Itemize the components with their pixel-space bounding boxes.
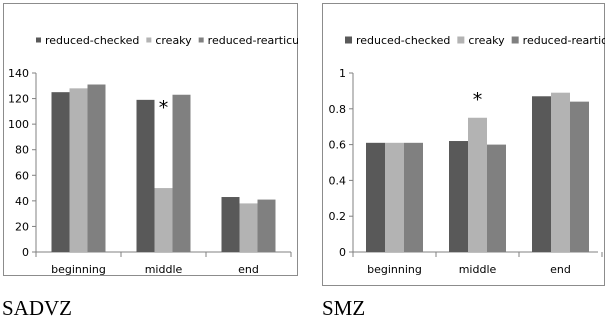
legend-swatch-0 bbox=[36, 37, 41, 43]
x-tick-label-2: end bbox=[238, 263, 259, 276]
bar-middle-2 bbox=[487, 144, 506, 252]
bar-beginning-2 bbox=[87, 84, 106, 252]
x-tick-label-1: middle bbox=[145, 263, 183, 276]
legend-label-1: creaky bbox=[155, 34, 192, 47]
bar-end-0 bbox=[221, 197, 240, 252]
x-tick-label-0: beginning bbox=[367, 263, 422, 276]
legend-swatch-1 bbox=[457, 36, 465, 44]
bar-beginning-1 bbox=[385, 142, 404, 252]
y-tick-label-4: 80 bbox=[15, 144, 29, 157]
y-tick-label-5: 100 bbox=[8, 118, 29, 131]
legend-label-0: reduced-checked bbox=[45, 34, 139, 47]
bar-middle-0 bbox=[136, 99, 155, 252]
legend-swatch-2 bbox=[511, 36, 519, 44]
legend-label-1: creaky bbox=[468, 34, 505, 47]
bar-middle-2 bbox=[172, 94, 191, 252]
bar-beginning-1 bbox=[69, 88, 88, 252]
bar-end-2 bbox=[570, 101, 589, 252]
y-tick-label-1: 0.2 bbox=[329, 210, 347, 223]
y-tick-label-1: 20 bbox=[15, 220, 29, 233]
x-tick-label-1: middle bbox=[459, 263, 497, 276]
bar-end-1 bbox=[551, 92, 570, 252]
x-tick-label-2: end bbox=[550, 263, 571, 276]
bar-chart-smz: reduced-checked creaky reduced-rearticulat… bbox=[329, 34, 606, 276]
bar-middle-1 bbox=[154, 188, 173, 252]
y-tick-label-2: 0.4 bbox=[329, 174, 347, 187]
bar-beginning-0 bbox=[366, 142, 385, 252]
bar-beginning-2 bbox=[404, 142, 423, 252]
y-tick-label-0: 0 bbox=[339, 246, 346, 259]
y-tick-label-2: 40 bbox=[15, 195, 29, 208]
y-tick-label-3: 0.6 bbox=[329, 139, 347, 152]
x-tick-label-0: beginning bbox=[51, 263, 106, 276]
y-tick-label-5: 1 bbox=[339, 67, 346, 80]
chart-caption-sadvz: SADVZ bbox=[2, 296, 73, 320]
bar-chart-sadvz: reduced-checked creaky reduced-rearticulat… bbox=[8, 34, 298, 276]
y-tick-label-6: 120 bbox=[8, 93, 29, 106]
bar-end-0 bbox=[532, 96, 551, 253]
legend-label-2: reduced-rearticulated bbox=[208, 34, 298, 47]
legend-label-0: reduced-checked bbox=[356, 34, 450, 47]
chart-caption-smz: SMZ bbox=[322, 296, 366, 320]
y-tick-label-0: 0 bbox=[22, 246, 29, 259]
legend-swatch-1 bbox=[146, 37, 152, 43]
legend-swatch-0 bbox=[345, 36, 352, 44]
y-tick-label-7: 140 bbox=[8, 67, 29, 80]
y-tick-label-3: 60 bbox=[15, 169, 29, 182]
bar-end-2 bbox=[257, 199, 276, 252]
bar-end-1 bbox=[239, 203, 258, 252]
significance-asterisk-0: * bbox=[159, 97, 169, 119]
bar-beginning-0 bbox=[51, 92, 70, 252]
bar-middle-0 bbox=[449, 141, 468, 252]
significance-asterisk-0: * bbox=[473, 89, 483, 111]
y-tick-label-4: 0.8 bbox=[329, 103, 347, 116]
legend-swatch-2 bbox=[198, 37, 204, 43]
bar-middle-1 bbox=[468, 117, 487, 252]
legend-label-2: reduced-rearticulated bbox=[523, 34, 605, 47]
